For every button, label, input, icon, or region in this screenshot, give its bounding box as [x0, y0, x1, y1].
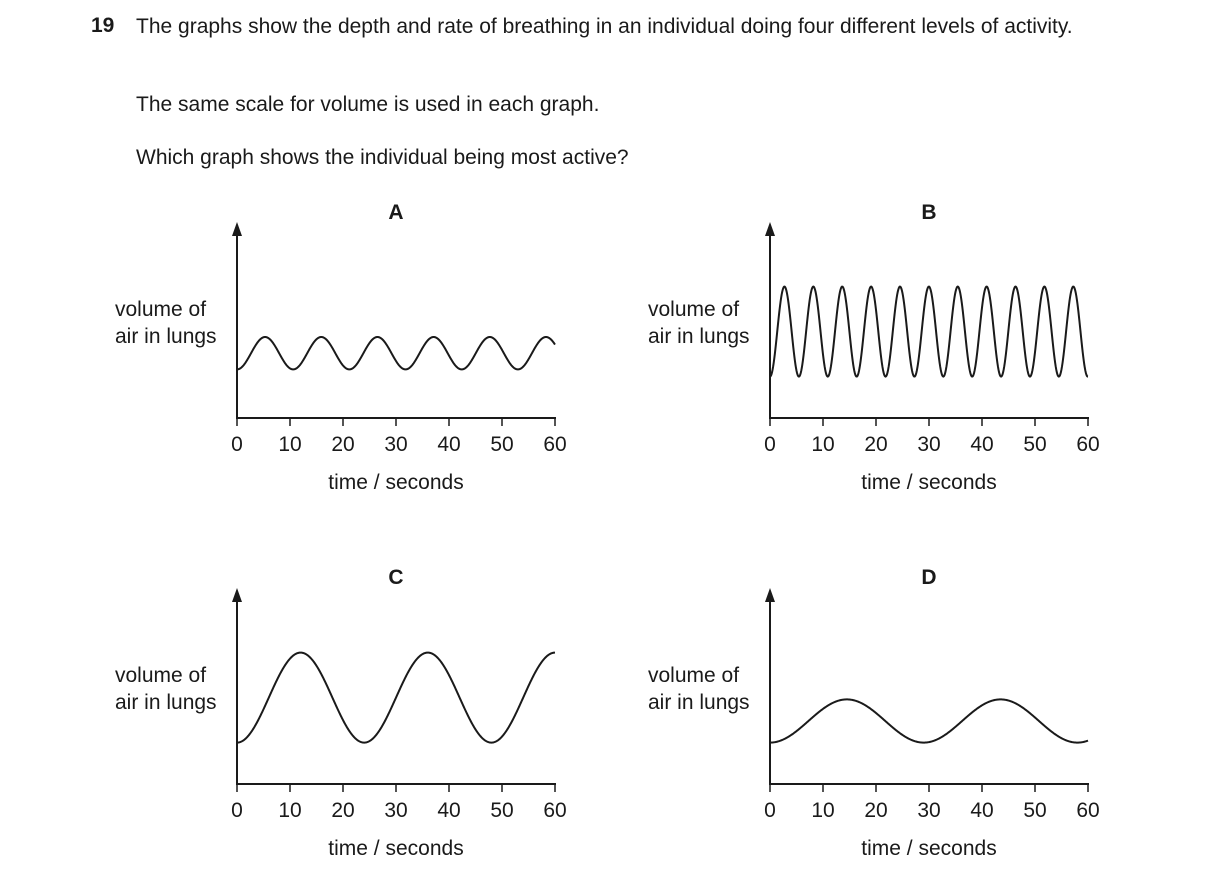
breathing-curve — [769, 698, 1089, 744]
question-number: 19 — [91, 14, 115, 37]
question-block: 19 The graphs show the depth and rate of… — [0, 0, 1216, 180]
x-tick-label: 40 — [437, 433, 460, 456]
x-tick-label: 60 — [543, 433, 566, 456]
y-axis-label-line1: volume of — [648, 298, 739, 321]
x-tick-label: 0 — [764, 433, 776, 456]
y-axis-label-line1: volume of — [115, 664, 206, 687]
x-tick-label: 60 — [1076, 433, 1099, 456]
y-axis-arrow — [765, 222, 775, 236]
x-tick-label: 30 — [384, 433, 407, 456]
x-tick-label: 10 — [278, 433, 301, 456]
question-text: The graphs show the depth and rate of br… — [136, 15, 1073, 38]
x-tick-label: 50 — [490, 433, 513, 456]
y-axis-label-line1: volume of — [115, 298, 206, 321]
graph-a: A 0 10 20 30 40 50 60 time / seconds volume of air… — [115, 201, 567, 494]
y-axis-label-line2: air in lungs — [115, 691, 217, 714]
x-tick-label: 30 — [384, 799, 407, 822]
x-tick-label: 60 — [1076, 799, 1099, 822]
graph-title: D — [921, 566, 936, 589]
x-tick-label: 30 — [917, 433, 940, 456]
x-axis-label: time / seconds — [861, 471, 996, 494]
x-tick-label: 10 — [278, 799, 301, 822]
x-tick-label: 20 — [331, 799, 354, 822]
question-prompt: Which graph shows the individual being m… — [136, 146, 629, 169]
x-tick-label: 10 — [811, 433, 834, 456]
breathing-curve — [236, 651, 556, 744]
x-axis-label: time / seconds — [861, 837, 996, 860]
graph-c: C 0 10 20 30 40 50 60 time / seconds volume of air… — [115, 566, 567, 860]
breathing-curve — [769, 285, 1089, 378]
y-axis-label-line1: volume of — [648, 664, 739, 687]
x-tick-label: 50 — [1023, 433, 1046, 456]
x-tick-label: 40 — [970, 433, 993, 456]
graph-title: A — [388, 201, 403, 224]
x-tick-label: 30 — [917, 799, 940, 822]
y-axis-arrow — [232, 588, 242, 602]
x-tick-label: 20 — [864, 433, 887, 456]
graph-title: C — [388, 566, 403, 589]
graph-b: B 0 10 20 30 40 50 60 time / seconds volume of air… — [648, 201, 1100, 494]
x-tick-label: 60 — [543, 799, 566, 822]
x-tick-label: 50 — [1023, 799, 1046, 822]
y-axis-label-line2: air in lungs — [648, 325, 750, 348]
y-axis-arrow — [232, 222, 242, 236]
graph-d: D 0 10 20 30 40 50 60 time / seconds volume of air… — [648, 566, 1100, 860]
x-tick-label: 20 — [864, 799, 887, 822]
x-tick-label: 40 — [437, 799, 460, 822]
x-axis-label: time / seconds — [328, 837, 463, 860]
y-axis-arrow — [765, 588, 775, 602]
x-tick-label: 0 — [231, 433, 243, 456]
x-tick-label: 20 — [331, 433, 354, 456]
graph-title: B — [921, 201, 936, 224]
x-tick-label: 10 — [811, 799, 834, 822]
x-axis-label: time / seconds — [328, 471, 463, 494]
x-tick-label: 50 — [490, 799, 513, 822]
breathing-curve — [236, 335, 556, 371]
y-axis-label-line2: air in lungs — [648, 691, 750, 714]
x-tick-label: 40 — [970, 799, 993, 822]
question-scale-note: The same scale for volume is used in eac… — [136, 93, 600, 116]
x-tick-label: 0 — [231, 799, 243, 822]
x-tick-label: 0 — [764, 799, 776, 822]
y-axis-label-line2: air in lungs — [115, 325, 217, 348]
